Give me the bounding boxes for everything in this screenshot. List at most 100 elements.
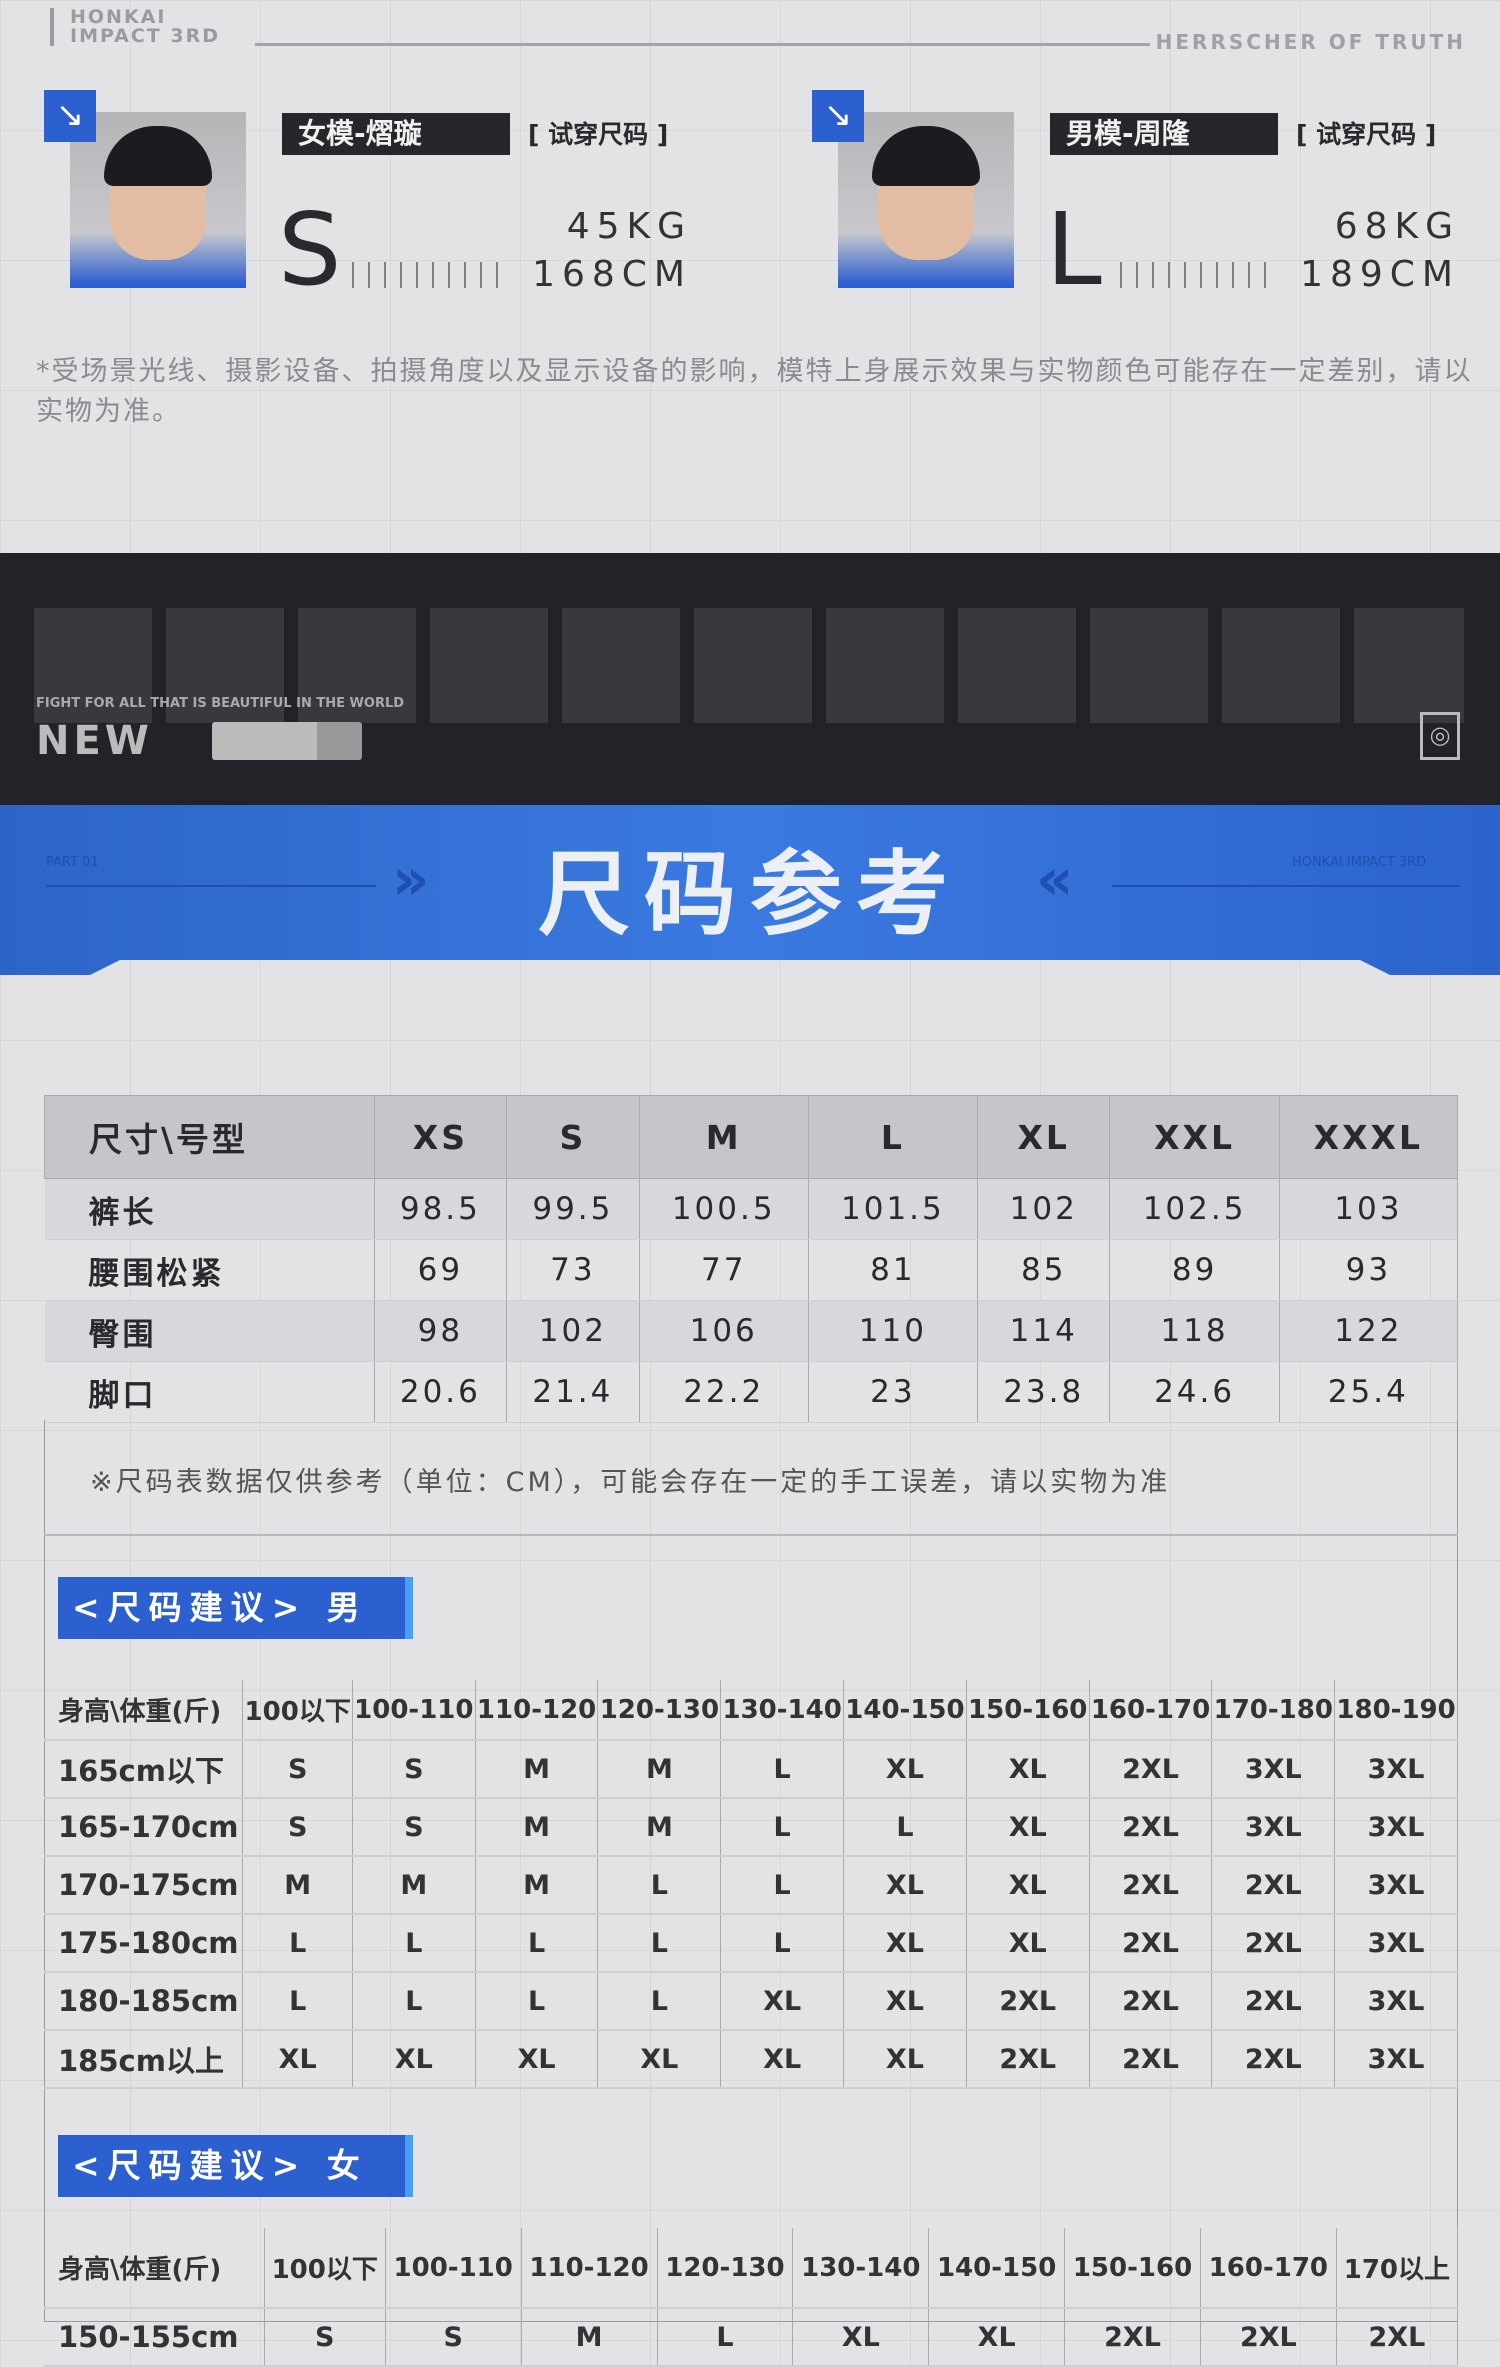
table-cell: L xyxy=(597,1914,722,1973)
table-cell: XL xyxy=(966,1798,1090,1857)
model-height: 168CM xyxy=(532,254,692,295)
table-cell: 23 xyxy=(808,1361,978,1423)
model-photo xyxy=(70,112,246,288)
table-cell: 98.5 xyxy=(374,1178,508,1240)
table-cell: 2XL xyxy=(1089,1798,1213,1857)
model-name: 女模-熠璇 xyxy=(282,113,510,155)
row-label: 150-155cm xyxy=(44,2308,265,2367)
table-cell: 2XL xyxy=(1211,1972,1336,2031)
model-weight: 45KG xyxy=(566,206,692,247)
slogan: FIGHT FOR ALL THAT IS BEAUTIFUL IN THE W… xyxy=(36,696,405,711)
table-cell: 21.4 xyxy=(506,1361,640,1423)
column-header: 130-140 xyxy=(792,2228,930,2309)
model-weight: 68KG xyxy=(1334,206,1460,247)
row-label: 臀围 xyxy=(44,1300,375,1362)
row-label: 脚口 xyxy=(44,1361,375,1423)
table-cell: XL xyxy=(843,1856,967,1915)
table-cell: L xyxy=(597,1972,722,2031)
table-cell: L xyxy=(843,1798,967,1857)
table-cell: 2XL xyxy=(1211,1914,1336,1973)
table-cell: L xyxy=(475,1914,599,1973)
table-cell: 3XL xyxy=(1334,2030,1458,2089)
column-header: 160-170 xyxy=(1200,2228,1337,2309)
table-cell: XL xyxy=(597,2030,722,2089)
model-name: 男模-周隆 xyxy=(1050,113,1278,155)
table-row: 180-185cm L L L L XL XL 2XL 2XL 2XL 3XL xyxy=(44,1972,1458,2031)
table-cell: 20.6 xyxy=(374,1361,508,1423)
table-cell: XL xyxy=(843,2030,967,2089)
table-cell: 110 xyxy=(808,1300,978,1362)
table-cell: 23.8 xyxy=(977,1361,1111,1423)
column-header: 100以下 xyxy=(264,2228,386,2309)
table-cell: S xyxy=(385,2308,522,2367)
table-cell: 2XL xyxy=(1089,1914,1213,1973)
size-note: ※尺码表数据仅供参考（单位：CM），可能会存在一定的手工误差，请以实物为准 xyxy=(44,1420,1458,1536)
brand-line-2: IMPACT 3RD xyxy=(70,25,221,47)
arrow-down-right-icon: ↘ xyxy=(812,90,864,142)
column-header: 110-120 xyxy=(475,1680,599,1741)
table-cell: M xyxy=(597,1740,722,1799)
table-cell: 2XL xyxy=(1211,1856,1336,1915)
chevron-right-icon: » xyxy=(392,845,430,913)
table-cell: XL xyxy=(966,1856,1090,1915)
arrow-down-right-icon: ↘ xyxy=(44,90,96,142)
table-row: 脚口 20.6 21.4 22.2 23 23.8 24.6 25.4 xyxy=(44,1361,1459,1423)
row-label: 165-170cm xyxy=(44,1798,244,1857)
banner-line xyxy=(1112,885,1460,887)
table-cell: 89 xyxy=(1109,1239,1280,1301)
column-header: 100以下 xyxy=(242,1680,353,1741)
table-cell: XL xyxy=(242,2030,353,2089)
table-cell: 103 xyxy=(1279,1178,1459,1240)
table-cell: 100.5 xyxy=(639,1178,809,1240)
column-header: XL xyxy=(976,1095,1111,1179)
banner-left-tag: PART 01 xyxy=(46,855,99,870)
banner-line xyxy=(46,885,376,887)
decorative-blocks xyxy=(34,608,1464,723)
table-row: 腰围松紧 69 73 77 81 85 89 93 xyxy=(44,1239,1459,1301)
table-row: 170-175cm M M M L L XL XL 2XL 2XL 3XL xyxy=(44,1856,1458,1915)
table-cell: M xyxy=(475,1798,599,1857)
section-title: 尺码参考 xyxy=(537,841,962,948)
column-header: 170以上 xyxy=(1336,2228,1459,2309)
table-cell: 3XL xyxy=(1334,1740,1458,1799)
table-row: 175-180cm L L L L L XL XL 2XL 2XL 3XL xyxy=(44,1914,1458,1973)
table-cell: L xyxy=(720,1914,845,1973)
table-cell: 118 xyxy=(1109,1300,1280,1362)
women-recommend-table: 身高\体重(斤) 100以下 100-110 110-120 120-130 130-14… xyxy=(44,2228,1459,2367)
column-header: 100-110 xyxy=(352,1680,476,1741)
table-cell: S xyxy=(352,1798,476,1857)
table-cell: 85 xyxy=(977,1239,1111,1301)
section-banner xyxy=(0,805,1500,975)
men-recommend-label: <尺码建议> 男 xyxy=(58,1577,413,1639)
table-cell: 3XL xyxy=(1334,1914,1458,1973)
table-header-row: 身高\体重(斤) 100以下 100-110 110-120 120-130 130-14… xyxy=(44,2228,1459,2309)
column-header: 尺寸\号型 xyxy=(44,1095,375,1179)
table-cell: XL xyxy=(475,2030,599,2089)
table-cell: 3XL xyxy=(1211,1740,1336,1799)
header-subtitle: HERRSCHER OF TRUTH xyxy=(1155,30,1466,54)
table-header-row: 身高\体重(斤) 100以下 100-110 110-120 120-130 130-14… xyxy=(44,1680,1458,1741)
column-header: 150-160 xyxy=(1064,2228,1201,2309)
row-label: 165cm以下 xyxy=(44,1740,244,1799)
chevron-left-icon: « xyxy=(1036,845,1074,913)
eye-emblem-icon: ◎ xyxy=(1420,712,1460,760)
row-label: 180-185cm xyxy=(44,1972,244,2031)
brand-logo: HONKAI IMPACT 3RD xyxy=(50,8,220,46)
table-cell: XL xyxy=(843,1740,967,1799)
table-cell: L xyxy=(242,1914,353,1973)
ruler-graphic xyxy=(352,262,512,288)
row-label: 腰围松紧 xyxy=(44,1239,375,1301)
table-cell: 2XL xyxy=(1089,1972,1213,2031)
column-header: M xyxy=(638,1095,809,1179)
column-header: 140-150 xyxy=(843,1680,967,1741)
column-header: 120-130 xyxy=(597,1680,722,1741)
table-cell: S xyxy=(264,2308,386,2367)
column-header: 180-190 xyxy=(1334,1680,1458,1741)
column-header: XXL xyxy=(1109,1095,1280,1179)
table-cell: XL xyxy=(720,1972,845,2031)
table-header-row: 尺寸\号型 XS S M L XL XXL XXXL xyxy=(44,1095,1459,1179)
table-cell: L xyxy=(720,1856,845,1915)
table-row: 150-155cm S S M L XL XL 2XL 2XL 2XL xyxy=(44,2308,1459,2367)
table-cell: 102.5 xyxy=(1109,1178,1280,1240)
column-header: 身高\体重(斤) xyxy=(44,2228,265,2309)
